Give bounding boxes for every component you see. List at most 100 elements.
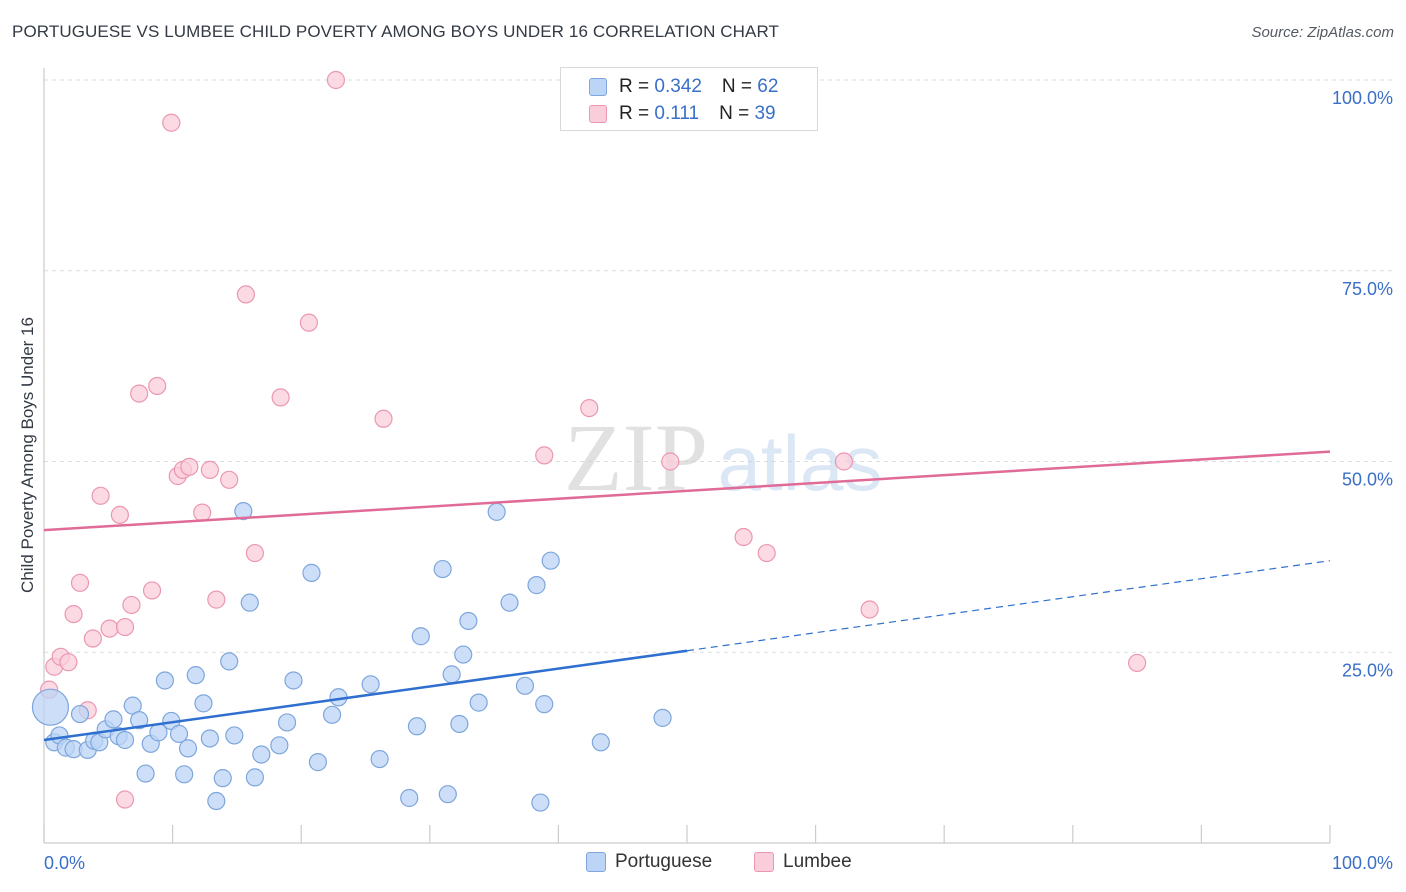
y-tick-label: 100.0% bbox=[1332, 88, 1393, 108]
portuguese-point bbox=[411, 627, 430, 646]
portuguese-point bbox=[535, 695, 554, 714]
portuguese-point bbox=[194, 694, 213, 713]
portuguese-point bbox=[284, 671, 303, 690]
lumbee-point bbox=[245, 543, 265, 563]
legend-item-lumbee: Lumbee bbox=[754, 851, 852, 873]
lumbee-point bbox=[661, 452, 680, 471]
legend-n-value: 39 bbox=[754, 103, 776, 124]
x-tick-label: 0.0% bbox=[44, 853, 85, 873]
lumbee-point bbox=[180, 457, 199, 476]
portuguese-point bbox=[361, 675, 380, 694]
portuguese-point bbox=[527, 576, 546, 595]
lumbee-point bbox=[110, 505, 129, 525]
portuguese-point bbox=[104, 710, 123, 729]
portuguese-trend-line bbox=[43, 649, 688, 742]
lumbee-points bbox=[40, 70, 1147, 809]
legend-swatch-lumbee bbox=[589, 105, 607, 123]
portuguese-point bbox=[252, 745, 271, 764]
lumbee-point bbox=[374, 409, 393, 428]
legend-row-lumbee: R = 0.111 N = 39 bbox=[589, 103, 776, 125]
portuguese-point bbox=[207, 791, 226, 811]
legend-label-lumbee: Lumbee bbox=[783, 851, 852, 872]
portuguese-point bbox=[169, 724, 189, 743]
legend-item-portuguese: Portuguese bbox=[586, 851, 712, 873]
portuguese-trend-extension bbox=[686, 560, 1331, 652]
portuguese-point bbox=[175, 765, 194, 784]
lumbee-point bbox=[757, 543, 776, 563]
portuguese-point bbox=[200, 729, 219, 748]
correlation-legend: R = 0.342 N = 62 R = 0.111 N = 39 bbox=[560, 67, 818, 131]
lumbee-point bbox=[100, 619, 119, 638]
portuguese-point bbox=[653, 708, 672, 727]
lumbee-point bbox=[64, 604, 83, 624]
y-tick-label: 75.0% bbox=[1342, 279, 1393, 299]
portuguese-point bbox=[234, 501, 253, 521]
lumbee-point bbox=[271, 388, 290, 407]
portuguese-point bbox=[130, 711, 149, 730]
source-label: Source: ZipAtlas.com bbox=[1251, 24, 1394, 41]
y-tick-label: 25.0% bbox=[1342, 660, 1393, 680]
lumbee-point bbox=[142, 581, 162, 600]
lumbee-point bbox=[860, 600, 879, 619]
lumbee-point bbox=[299, 313, 319, 332]
legend-r-label: R = bbox=[619, 76, 655, 97]
portuguese-point bbox=[450, 714, 469, 734]
chart-title: PORTUGUESE VS LUMBEE CHILD POVERTY AMONG… bbox=[12, 22, 780, 41]
portuguese-point bbox=[270, 736, 289, 755]
portuguese-point bbox=[469, 693, 488, 712]
legend-r-value: 0.342 bbox=[654, 76, 702, 97]
portuguese-point bbox=[591, 733, 610, 752]
portuguese-point bbox=[225, 726, 244, 745]
portuguese-point bbox=[240, 593, 259, 612]
portuguese-point bbox=[277, 713, 297, 732]
portuguese-point bbox=[322, 705, 342, 724]
trend-lines bbox=[43, 450, 1331, 742]
lumbee-point bbox=[115, 617, 135, 637]
portuguese-point bbox=[433, 559, 452, 579]
portuguese-point bbox=[541, 551, 560, 570]
portuguese-point bbox=[245, 768, 265, 787]
lumbee-point bbox=[220, 470, 239, 489]
lumbee-point bbox=[148, 376, 167, 396]
lumbee-point bbox=[326, 70, 346, 90]
portuguese-point bbox=[213, 769, 232, 788]
portuguese-points bbox=[31, 501, 672, 812]
legend-r-label: R = bbox=[619, 103, 655, 124]
lumbee-point bbox=[83, 629, 102, 648]
portuguese-point bbox=[186, 666, 205, 685]
lumbee-point bbox=[59, 653, 78, 672]
watermark-atlas: atlas bbox=[718, 419, 883, 507]
y-axis-label: Child Poverty Among Boys Under 16 bbox=[18, 317, 37, 593]
grid-lines bbox=[44, 79, 1394, 653]
lumbee-point bbox=[70, 573, 90, 592]
legend-swatch-lumbee bbox=[754, 852, 774, 872]
portuguese-point bbox=[454, 645, 473, 664]
portuguese-point bbox=[220, 652, 239, 671]
legend-swatch-portuguese bbox=[586, 852, 606, 872]
lumbee-point bbox=[162, 113, 181, 132]
x-tick-label: 100.0% bbox=[1332, 853, 1393, 873]
portuguese-point bbox=[155, 671, 174, 690]
legend-n-value: 62 bbox=[757, 76, 779, 97]
portuguese-point bbox=[459, 611, 478, 631]
series-legend: Portuguese Lumbee bbox=[0, 851, 1406, 877]
lumbee-point bbox=[200, 460, 219, 479]
lumbee-point bbox=[1127, 653, 1147, 673]
lumbee-point bbox=[115, 790, 135, 809]
portuguese-point bbox=[442, 665, 461, 684]
lumbee-trend-line bbox=[43, 450, 1331, 532]
y-tick-label: 50.0% bbox=[1342, 470, 1393, 490]
portuguese-point bbox=[487, 502, 506, 521]
portuguese-point bbox=[178, 739, 198, 758]
portuguese-point bbox=[70, 704, 90, 724]
tick-labels: 25.0% 50.0% 75.0% 100.0% 0.0% 100.0% bbox=[44, 88, 1393, 873]
lumbee-point bbox=[91, 486, 110, 505]
lumbee-point bbox=[734, 527, 753, 547]
lumbee-point bbox=[130, 384, 149, 403]
legend-label-portuguese: Portuguese bbox=[615, 851, 713, 872]
portuguese-point bbox=[438, 785, 457, 804]
portuguese-point bbox=[115, 730, 135, 750]
legend-n-label: N = bbox=[719, 103, 755, 124]
portuguese-point bbox=[370, 749, 389, 769]
legend-r-value: 0.111 bbox=[654, 103, 700, 124]
